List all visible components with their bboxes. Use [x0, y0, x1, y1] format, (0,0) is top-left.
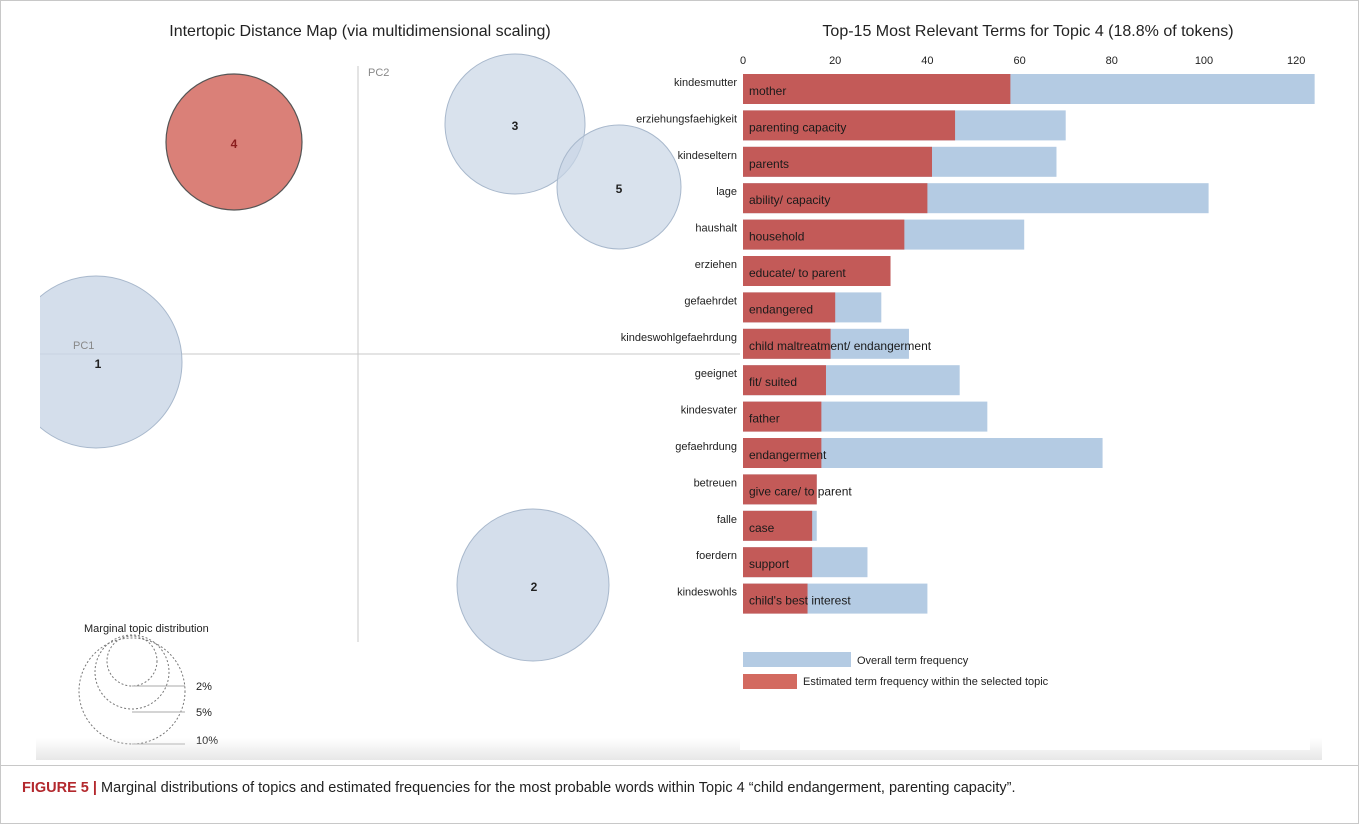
bar-topic-kindesmutter[interactable]	[743, 74, 1011, 104]
term-labels: kindesmutter erziehungsfaehigkeit kindesel…	[621, 77, 738, 599]
bar-topic-kindeswohls[interactable]	[743, 583, 808, 614]
map-title: Intertopic Distance Map (via multidimens…	[169, 23, 551, 40]
translation-label: household	[749, 230, 804, 244]
bar-topic-falle[interactable]	[743, 510, 813, 541]
chart-title: Top-15 Most Relevant Terms for Topic 4 (…	[822, 23, 1233, 40]
bar-topic-betreuen[interactable]	[743, 474, 817, 505]
bar-topic-erziehen[interactable]	[743, 256, 891, 286]
term-label-gefaehrdung[interactable]: gefaehrdung	[675, 441, 737, 453]
term-label-haushalt[interactable]: haushalt	[695, 223, 737, 235]
intertopic-distance-map: Intertopic Distance Map (via multidimens…	[10, 23, 740, 747]
x-tick-label: 20	[829, 55, 841, 67]
term-label-geeignet[interactable]: geeignet	[695, 368, 737, 380]
bar-topic-foerdern[interactable]	[743, 547, 813, 578]
term-label-kindesmutter[interactable]: kindesmutter	[674, 77, 737, 89]
x-tick-label: 100	[1195, 55, 1213, 67]
term-label-erziehungsfaehigkeit[interactable]: erziehungsfaehigkeit	[636, 113, 737, 125]
marginal-circle-10	[78, 637, 186, 745]
legend-label-overall: Overall term frequency	[857, 655, 969, 667]
translation-label: parents	[749, 157, 789, 171]
topic-label-4: 4	[231, 137, 238, 151]
translation-label: ability/ capacity	[749, 193, 830, 207]
topic-circle-2[interactable]	[456, 508, 610, 662]
x-tick-label: 120	[1287, 55, 1305, 67]
bar-topic-lage[interactable]	[743, 183, 928, 214]
x-tick-label: 0	[740, 55, 746, 67]
term-label-betreuen[interactable]: betreuen	[694, 477, 737, 489]
topic-label-3: 3	[512, 119, 519, 133]
pc2-label: PC2	[368, 67, 389, 79]
marginal-circle-5	[94, 634, 170, 710]
term-label-kindeswohlgefaehrdung[interactable]: kindeswohlgefaehrdung	[621, 332, 737, 344]
translation-label: case	[749, 521, 775, 535]
term-label-erziehen[interactable]: erziehen	[695, 259, 737, 271]
ldavis-visualization: Intertopic Distance Map (via multidimens…	[10, 23, 1315, 747]
legend-label-topic: Estimated term frequency within the sele…	[803, 676, 1049, 688]
translation-label: give care/ to parent	[749, 484, 852, 498]
translation-labels: mother parenting capacity parents ability/ …	[749, 84, 932, 608]
term-label-falle[interactable]: falle	[717, 514, 737, 526]
topic-circle-3[interactable]	[444, 53, 586, 195]
translation-label: child maltreatment/ endangerment	[749, 339, 932, 353]
legend-swatch-overall	[743, 652, 851, 667]
term-label-kindesvater[interactable]: kindesvater	[681, 405, 738, 417]
bar-topic-erziehungsfaehigkeit[interactable]	[743, 110, 956, 141]
bar-topic-kindesvater[interactable]	[743, 401, 822, 432]
translation-label: support	[749, 557, 790, 571]
topic-circle-5[interactable]	[556, 124, 682, 250]
translation-label: mother	[749, 84, 786, 98]
caption-divider	[0, 765, 1359, 766]
term-label-kindeseltern[interactable]: kindeseltern	[678, 150, 737, 162]
topic-circle-4[interactable]	[165, 73, 303, 211]
bar-topic-gefaehrdet[interactable]	[743, 292, 836, 323]
caption-text: Marginal distributions of topics and est…	[101, 780, 1016, 796]
marginal-label-5: 5%	[196, 707, 212, 719]
marginal-circle-2	[106, 635, 158, 687]
bar-topic-kindeswohlgefaehrdung[interactable]	[743, 328, 831, 359]
translation-label: child's best interest	[749, 594, 851, 608]
bar-topic-gefaehrdung[interactable]	[743, 438, 822, 468]
bar-topic-geeignet[interactable]	[743, 365, 826, 396]
translation-label: endangerment	[749, 448, 827, 462]
term-bar-chart: Top-15 Most Relevant Terms for Topic 4 (…	[621, 23, 1315, 689]
bar-topic-haushalt[interactable]	[743, 219, 905, 250]
bottom-fade-inner	[740, 738, 1310, 750]
topic-circle-1[interactable]	[10, 275, 183, 449]
caption-label: FIGURE 5 |	[22, 780, 97, 796]
x-axis: 0 20 40 60 80 100 120	[740, 55, 1305, 67]
term-label-gefaehrdet[interactable]: gefaehrdet	[684, 295, 737, 307]
chart-legend: Overall term frequency Estimated term fre…	[743, 652, 1049, 689]
marginal-label-2: 2%	[196, 681, 212, 693]
bar-topic-kindeseltern[interactable]	[743, 146, 933, 177]
pc1-label: PC1	[73, 340, 94, 352]
x-tick-label: 60	[1013, 55, 1025, 67]
topic-label-2: 2	[531, 580, 538, 594]
translation-label: father	[749, 412, 780, 426]
marginal-legend-title: Marginal topic distribution	[84, 623, 209, 635]
translation-label: fit/ suited	[749, 375, 797, 389]
term-label-lage[interactable]: lage	[716, 186, 737, 198]
topic-label-1: 1	[95, 357, 102, 371]
topic-label-5: 5	[616, 182, 623, 196]
term-label-foerdern[interactable]: foerdern	[696, 550, 737, 562]
translation-label: endangered	[749, 302, 813, 316]
marginal-distribution-legend: Marginal topic distribution 2% 5% 10%	[78, 623, 218, 747]
bars-topic	[743, 74, 1011, 614]
term-label-kindeswohls[interactable]: kindeswohls	[677, 587, 737, 599]
figure-caption: FIGURE 5 | Marginal distributions of top…	[22, 778, 1342, 798]
legend-swatch-topic	[743, 674, 797, 689]
x-tick-label: 40	[921, 55, 933, 67]
x-tick-label: 80	[1106, 55, 1118, 67]
translation-label: educate/ to parent	[749, 266, 846, 280]
translation-label: parenting capacity	[749, 120, 846, 134]
